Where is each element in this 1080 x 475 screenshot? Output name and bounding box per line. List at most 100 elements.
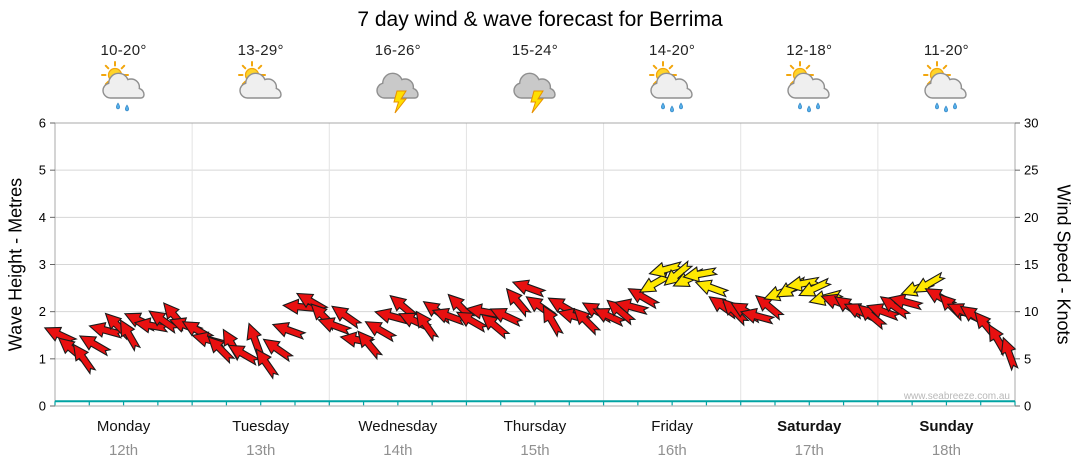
lightning-icon [530,90,545,114]
day-headers: 10-20° 13-29° 16-26° 15-24° 14-20° 12-18° 11-2… [0,42,1080,122]
wind-arrow [511,279,547,298]
day-footer-saturday: Saturday 17th [777,418,841,459]
wind-arrow [88,321,124,339]
wind-arrow [148,310,180,335]
day-name: Wednesday [358,418,438,435]
wind-arrow [1000,336,1019,372]
wind-arrow [271,321,307,340]
sun-cloud-showers-icon [918,61,974,120]
raindrop-icon [798,102,803,110]
wave-axis-tick-label: 1 [39,351,46,366]
day-header-wednesday: 16-26° [370,42,426,120]
day-temp-range: 15-24° [511,42,559,59]
sun-cloud-icon [233,61,289,120]
day-date: 15th [520,442,550,459]
wind-arrow [431,307,467,326]
cloud-icon [101,72,145,99]
wind-arrow [542,304,564,338]
day-footer-tuesday: Tuesday 13th [232,418,289,459]
cloud-icon [787,72,830,99]
wind-arrow [331,305,363,330]
wind-arrow [573,307,602,336]
day-footer-thursday: Thursday 15th [504,418,567,459]
cloud-icon [376,72,419,99]
raindrop-icon [670,105,675,113]
day-date: 13th [246,442,276,459]
day-name: Tuesday [232,418,290,435]
wind-arrow [614,298,650,315]
wind-axis-tick-label: 5 [1024,351,1031,366]
wind-arrow [480,313,511,340]
cloud-icon [650,72,693,99]
raindrop-icon [115,102,120,110]
wind-arrow [262,338,295,363]
day-header-saturday: 12-18° [781,42,837,120]
wind-arrow [739,307,776,325]
wave-axis-tick-label: 3 [39,257,46,272]
wind-arrow [798,277,833,297]
wind-arrow [255,348,280,380]
day-temp-range: 11-20° [923,42,969,59]
day-footer-sunday: Sunday 18th [919,418,973,459]
raindrop-icon [661,102,666,110]
wave-axis-tick-label: 4 [39,210,46,225]
watermark: www.seabreeze.com.au [903,391,1010,402]
wind-arrow [317,317,353,336]
wind-arrow [227,344,261,366]
wind-arrow [866,303,901,322]
storm-icon [507,61,563,120]
day-header-friday: 14-20° [644,42,700,120]
cloud-icon [513,72,556,99]
raindrop-icon [935,102,940,110]
wind-arrow [682,266,719,283]
day-date: 14th [383,442,413,459]
day-temp-range: 16-26° [374,42,421,59]
day-date: 12th [108,442,139,459]
day-date: 16th [657,442,687,459]
day-header-thursday: 15-24° [507,42,563,120]
day-temp-range: 13-29° [237,42,284,59]
day-header-sunday: 11-20° [918,42,974,120]
wind-arrow [648,261,684,278]
day-temp-range: 12-18° [786,42,833,59]
day-temp-range: 10-20° [100,42,147,59]
wind-arrow [592,307,627,328]
wave-axis-tick-label: 5 [39,163,46,178]
day-header-monday: 10-20° [96,42,152,120]
lightning-icon [393,90,407,114]
day-name: Friday [651,418,693,435]
wind-arrow [754,294,785,321]
cloud-icon [924,72,968,99]
wind-arrow [78,335,112,357]
wind-arrow [119,319,142,353]
raindrop-icon [944,105,949,113]
raindrop-icon [953,102,958,110]
wind-axis-tick-label: 25 [1024,163,1038,178]
wind-arrow [364,321,398,343]
wave-axis-tick-label: 0 [39,399,46,414]
wind-arrow [207,336,236,365]
sun-cloud-showers-icon [781,61,837,120]
wind-arrow [415,310,440,342]
day-footer-monday: Monday 12th [97,418,150,459]
day-date: 17th [794,442,824,459]
wind-axis-tick-label: 10 [1024,304,1038,319]
wind-arrow [489,307,524,328]
storm-icon [370,61,426,120]
sun-cloud-showers-icon [644,61,700,120]
day-name: Sunday [919,418,974,435]
wind-axis-tick-label: 20 [1024,210,1038,225]
page-title: 7 day wind & wave forecast for Berrima [357,8,723,31]
wind-arrow [72,343,97,375]
day-date: 18th [931,442,962,459]
wave-axis-tick-label: 6 [39,116,46,131]
sun-cloud-rain-icon [96,61,152,120]
day-name: Thursday [503,418,567,435]
day-name: Saturday [777,418,842,435]
raindrop-icon [124,104,129,112]
wind-axis-tick-label: 0 [1024,399,1031,414]
wind-axis-tick-label: 15 [1024,257,1038,272]
day-header-tuesday: 13-29° [233,42,289,120]
wind-arrow [694,279,730,298]
